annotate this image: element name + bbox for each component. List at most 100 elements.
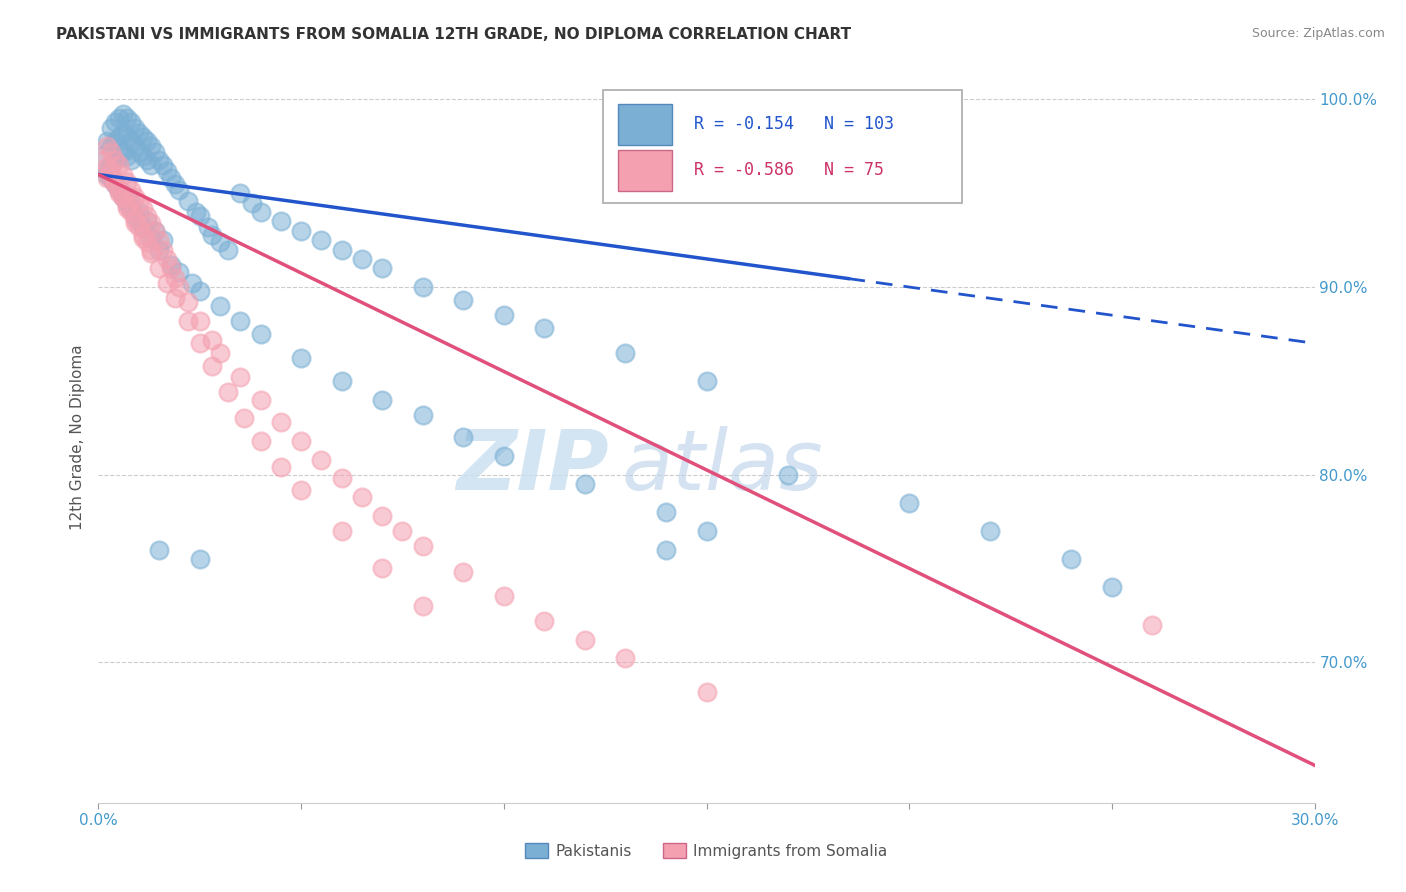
- Point: [136, 209, 159, 223]
- Point: [91, 149, 114, 163]
- Point: [184, 205, 207, 219]
- Point: [104, 177, 127, 191]
- Point: [188, 284, 211, 298]
- Point: [96, 160, 118, 174]
- Point: [249, 326, 271, 341]
- Point: [412, 539, 434, 553]
- Point: [391, 524, 413, 538]
- Point: [330, 524, 353, 538]
- Point: [111, 168, 134, 182]
- Point: [143, 145, 166, 159]
- Point: [136, 235, 159, 249]
- Point: [124, 120, 146, 135]
- Point: [330, 374, 353, 388]
- Point: [139, 158, 162, 172]
- Point: [115, 112, 138, 126]
- Point: [270, 214, 292, 228]
- Point: [120, 201, 142, 215]
- FancyBboxPatch shape: [603, 90, 962, 203]
- Point: [115, 175, 138, 189]
- Point: [128, 220, 150, 235]
- Point: [139, 139, 162, 153]
- Point: [152, 158, 174, 172]
- Point: [188, 314, 211, 328]
- Point: [614, 651, 637, 665]
- Point: [169, 182, 191, 196]
- Point: [96, 168, 118, 182]
- Point: [1101, 580, 1123, 594]
- Point: [124, 139, 146, 153]
- Point: [229, 370, 252, 384]
- Point: [120, 205, 142, 219]
- Point: [124, 212, 146, 227]
- Point: [371, 261, 394, 276]
- Point: [249, 434, 271, 448]
- Point: [165, 177, 187, 191]
- Point: [533, 321, 555, 335]
- Point: [270, 415, 292, 429]
- Point: [120, 182, 142, 196]
- Point: [655, 542, 678, 557]
- Point: [128, 195, 150, 210]
- Point: [290, 483, 312, 497]
- Point: [350, 252, 373, 266]
- Point: [120, 115, 142, 129]
- Point: [132, 149, 155, 163]
- Point: [412, 280, 434, 294]
- Point: [156, 163, 179, 178]
- Point: [371, 561, 394, 575]
- Point: [188, 209, 211, 223]
- Point: [96, 134, 118, 148]
- Text: R = -0.586   N = 75: R = -0.586 N = 75: [695, 161, 884, 179]
- Point: [107, 112, 129, 126]
- Point: [111, 190, 134, 204]
- Y-axis label: 12th Grade, No Diploma: 12th Grade, No Diploma: [69, 344, 84, 530]
- Point: [165, 270, 187, 285]
- Point: [311, 233, 333, 247]
- Point: [979, 524, 1001, 538]
- Point: [290, 434, 312, 448]
- Point: [104, 175, 127, 189]
- Point: [104, 134, 127, 148]
- Point: [165, 291, 187, 305]
- Point: [201, 333, 224, 347]
- Point: [148, 261, 170, 276]
- Point: [176, 194, 198, 208]
- Point: [412, 599, 434, 613]
- Point: [696, 524, 718, 538]
- Point: [143, 224, 166, 238]
- Point: [209, 235, 232, 249]
- Point: [139, 243, 162, 257]
- Point: [209, 299, 232, 313]
- Point: [120, 134, 142, 148]
- Point: [107, 149, 129, 163]
- Point: [492, 449, 515, 463]
- Point: [776, 467, 799, 482]
- Point: [124, 190, 146, 204]
- Point: [124, 216, 146, 230]
- Point: [201, 227, 224, 242]
- Point: [104, 115, 127, 129]
- Point: [107, 130, 129, 145]
- Point: [128, 145, 150, 159]
- Point: [201, 359, 224, 373]
- Point: [115, 130, 138, 145]
- Point: [128, 214, 150, 228]
- Point: [107, 186, 129, 201]
- Text: atlas: atlas: [621, 425, 823, 507]
- Point: [188, 552, 211, 566]
- Point: [311, 452, 333, 467]
- Point: [696, 374, 718, 388]
- Point: [188, 336, 211, 351]
- Text: R = -0.154   N = 103: R = -0.154 N = 103: [695, 115, 894, 133]
- Point: [1060, 552, 1083, 566]
- Point: [290, 224, 312, 238]
- Point: [330, 243, 353, 257]
- Point: [148, 233, 170, 247]
- Point: [136, 214, 159, 228]
- Point: [104, 177, 127, 191]
- Point: [148, 243, 170, 257]
- Point: [655, 505, 678, 519]
- Point: [160, 171, 183, 186]
- Point: [139, 216, 162, 230]
